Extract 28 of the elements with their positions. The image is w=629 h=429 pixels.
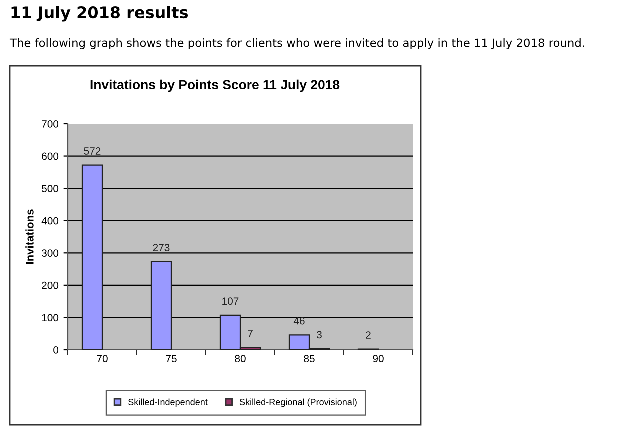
data-label: 3 bbox=[317, 331, 322, 339]
data-label: 107 bbox=[222, 298, 239, 306]
data-label: 273 bbox=[153, 244, 170, 252]
data-label: 2 bbox=[366, 332, 371, 339]
data-label: 572 bbox=[84, 148, 101, 155]
y-tick-label: 300 bbox=[42, 250, 59, 258]
x-tick-label: 70 bbox=[97, 355, 108, 363]
y-tick-label: 500 bbox=[42, 185, 59, 192]
y-axis-title: Invitations bbox=[26, 210, 34, 264]
legend-label: Skilled-Independent bbox=[128, 398, 208, 408]
bar bbox=[150, 261, 172, 350]
text: The following graph shows the points for clients who were invited to apply in the 11 July 2018 round. bbox=[10, 38, 584, 50]
y-tick-label: 700 bbox=[42, 120, 59, 128]
y-tick-label: 600 bbox=[42, 152, 59, 160]
y-tick-label: 400 bbox=[42, 217, 59, 225]
x-tick-label: 90 bbox=[373, 355, 384, 363]
legend-label: Skilled-Regional (Provisional) bbox=[240, 398, 357, 408]
chart-title: Invitations by Points Score 11 July 2018 bbox=[90, 80, 340, 92]
text: 11 July 2018 results bbox=[12, 6, 188, 22]
y-tick-label: 0 bbox=[54, 346, 59, 354]
y-tick-label: 100 bbox=[42, 314, 59, 322]
bar bbox=[82, 164, 104, 350]
data-label: 7 bbox=[248, 330, 253, 338]
x-tick-label: 85 bbox=[304, 355, 315, 363]
x-tick-label: 75 bbox=[166, 355, 177, 363]
data-label: 46 bbox=[294, 317, 305, 325]
y-tick-label: 200 bbox=[42, 282, 59, 290]
x-tick-label: 80 bbox=[235, 355, 246, 363]
